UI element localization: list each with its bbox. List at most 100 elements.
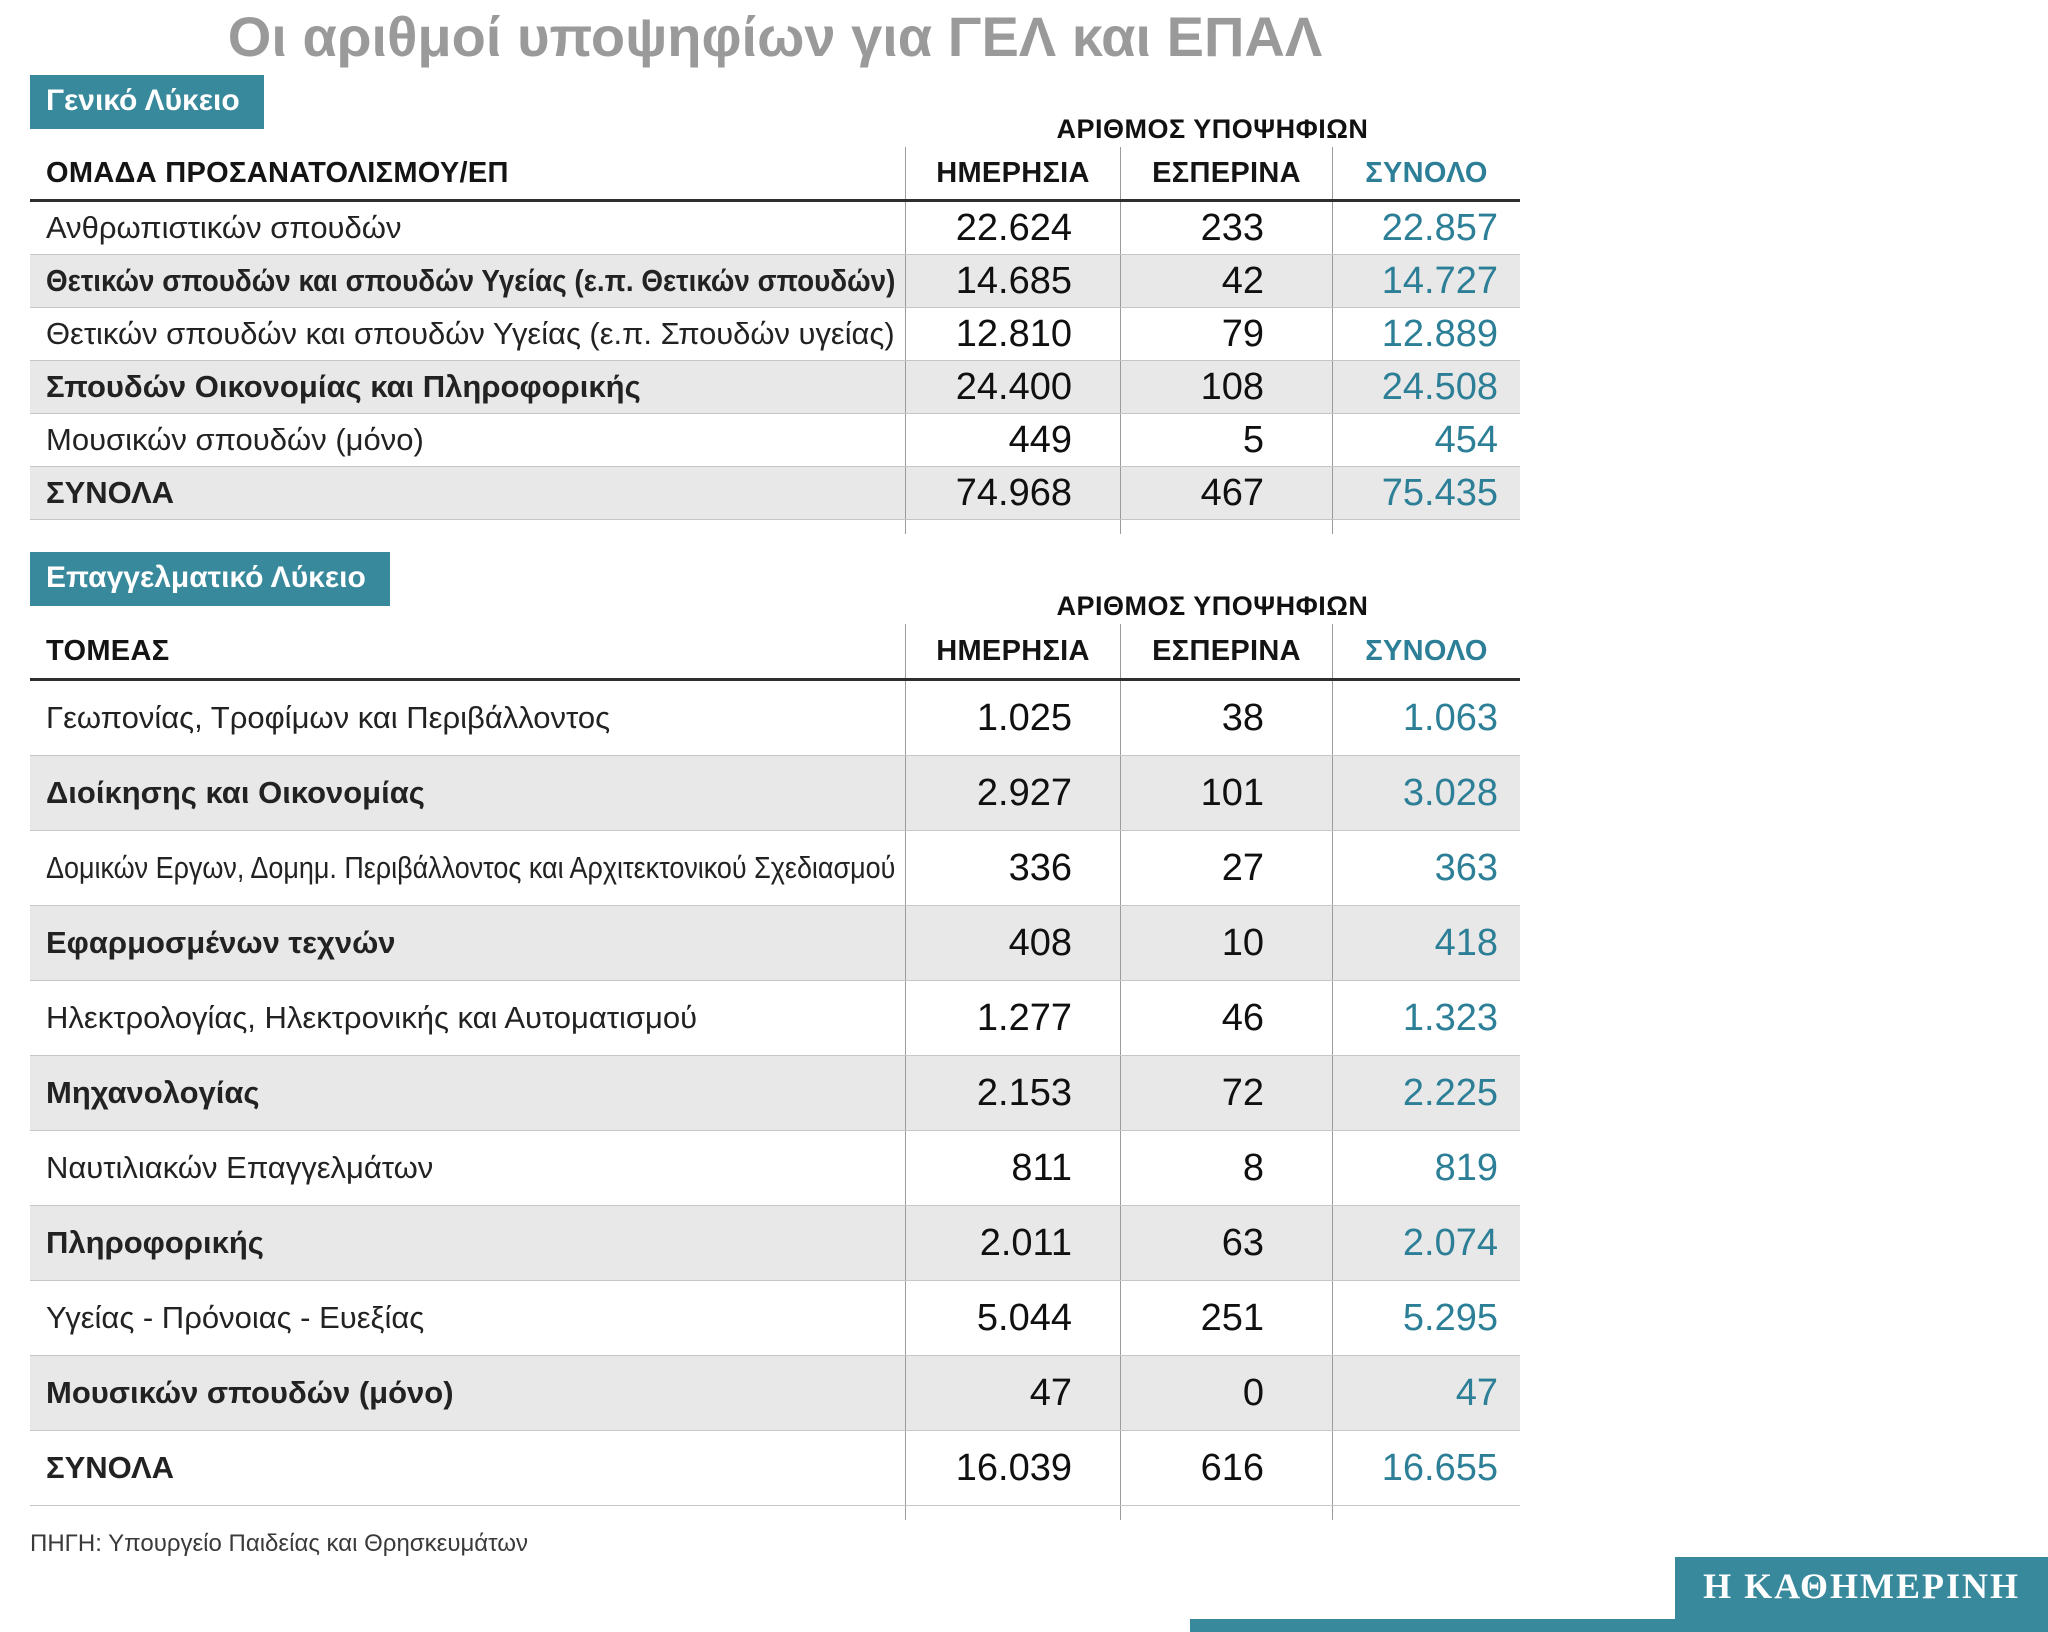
row-label: Θετικών σπουδών και σπουδών Υγείας (ε.π.… [30, 308, 905, 360]
cell-synolo: 5.295 [1332, 1281, 1520, 1355]
cell-synolo: 24.508 [1332, 361, 1520, 413]
column-header-esperina: ΕΣΠΕΡΙΝΑ [1120, 624, 1332, 678]
table-row: Θετικών σπουδών και σπουδών Υγείας (ε.π.… [30, 255, 1520, 308]
cell-imerisia: 336 [905, 831, 1120, 905]
column-header-imerisia: ΗΜΕΡΗΣΙΑ [905, 147, 1120, 199]
cell-imerisia: 14.685 [905, 255, 1120, 307]
table-section-1: Γενικό Λύκειο ΑΡΙΘΜΟΣ ΥΠΟΨΗΦΙΩΝ ΟΜΑΔΑ ΠΡ… [30, 75, 1520, 534]
candidates-header: ΑΡΙΘΜΟΣ ΥΠΟΨΗΦΙΩΝ [1056, 114, 1369, 144]
candidates-header: ΑΡΙΘΜΟΣ ΥΠΟΨΗΦΙΩΝ [1056, 591, 1369, 621]
row-label-text: Πληροφορικής [46, 1225, 264, 1260]
cell-imerisia: 1.025 [905, 681, 1120, 755]
row-label-text: ΣΥΝΟΛΑ [46, 475, 175, 510]
row-label-text: ΣΥΝΟΛΑ [46, 1450, 175, 1485]
table-section-2: Επαγγελματικό Λύκειο ΑΡΙΘΜΟΣ ΥΠΟΨΗΦΙΩΝ Τ… [30, 552, 1520, 1520]
cell-imerisia: 16.039 [905, 1431, 1120, 1505]
row-label-text: Ναυτιλιακών Επαγγελμάτων [46, 1150, 434, 1185]
row-label-text: Μουσικών σπουδών (μόνο) [46, 1375, 454, 1410]
section-head: Γενικό Λύκειο ΑΡΙΘΜΟΣ ΥΠΟΨΗΦΙΩΝ [30, 75, 1520, 147]
table-row: ΣΥΝΟΛΑ 16.039 616 16.655 [30, 1431, 1520, 1506]
table-row: Ανθρωπιστικών σπουδών 22.624 233 22.857 [30, 202, 1520, 255]
cell-synolo: 12.889 [1332, 308, 1520, 360]
cell-esperina: 108 [1120, 361, 1332, 413]
cell-esperina: 616 [1120, 1431, 1332, 1505]
cell-esperina: 38 [1120, 681, 1332, 755]
row-label: Ηλεκτρολογίας, Ηλεκτρονικής και Αυτοματι… [30, 981, 905, 1055]
row-label: Ναυτιλιακών Επαγγελμάτων [30, 1131, 905, 1205]
row-label: ΣΥΝΟΛΑ [30, 1431, 905, 1505]
table-badge: Επαγγελματικό Λύκειο [30, 552, 390, 606]
cell-imerisia: 2.927 [905, 756, 1120, 830]
cell-synolo: 454 [1332, 414, 1520, 466]
table-header-row: ΟΜΑΔΑ ΠΡΟΣΑΝΑΤΟΛΙΣΜΟΥ/ΕΠ ΗΜΕΡΗΣΙΑ ΕΣΠΕΡΙΝΑ… [30, 147, 1520, 202]
row-label-text: Μουσικών σπουδών (μόνο) [46, 422, 424, 457]
column-header-synolo: ΣΥΝΟΛΟ [1332, 624, 1520, 678]
column-rule [905, 520, 1120, 534]
table-row: ΣΥΝΟΛΑ 74.968 467 75.435 [30, 467, 1520, 520]
table-row: Μηχανολογίας 2.153 72 2.225 [30, 1056, 1520, 1131]
cell-esperina: 467 [1120, 467, 1332, 519]
cell-esperina: 72 [1120, 1056, 1332, 1130]
column-rule [1120, 520, 1332, 534]
section-head: Επαγγελματικό Λύκειο ΑΡΙΘΜΟΣ ΥΠΟΨΗΦΙΩΝ [30, 552, 1520, 624]
cell-imerisia: 24.400 [905, 361, 1120, 413]
row-label-text: Θετικών σπουδών και σπουδών Υγείας (ε.π.… [46, 263, 896, 298]
table-badge: Γενικό Λύκειο [30, 75, 264, 129]
column-header-synolo: ΣΥΝΟΛΟ [1332, 147, 1520, 199]
data-table: ΤΟΜΕΑΣ ΗΜΕΡΗΣΙΑ ΕΣΠΕΡΙΝΑ ΣΥΝΟΛΟ Γεωπονίας, Τ… [30, 624, 1520, 1520]
row-label-text: Ανθρωπιστικών σπουδών [46, 210, 402, 245]
row-label-text: Θετικών σπουδών και σπουδών Υγείας (ε.π.… [46, 316, 895, 351]
row-label-text: Σπουδών Οικονομίας και Πληροφορικής [46, 369, 641, 404]
cell-synolo: 47 [1332, 1356, 1520, 1430]
cell-esperina: 27 [1120, 831, 1332, 905]
cell-esperina: 8 [1120, 1131, 1332, 1205]
cell-imerisia: 811 [905, 1131, 1120, 1205]
table-row: Σπουδών Οικονομίας και Πληροφορικής 24.40… [30, 361, 1520, 414]
cell-synolo: 2.074 [1332, 1206, 1520, 1280]
cell-esperina: 63 [1120, 1206, 1332, 1280]
table-row: Μουσικών σπουδών (μόνο) 449 5 454 [30, 414, 1520, 467]
page-title: Οι αριθμοί υποψηφίων για ΓΕΛ και ΕΠΑΛ [227, 5, 1323, 68]
table-row: Ναυτιλιακών Επαγγελμάτων 811 8 819 [30, 1131, 1520, 1206]
table-header-row: ΤΟΜΕΑΣ ΗΜΕΡΗΣΙΑ ΕΣΠΕΡΙΝΑ ΣΥΝΟΛΟ [30, 624, 1520, 681]
cell-esperina: 251 [1120, 1281, 1332, 1355]
row-label-text: Μηχανολογίας [46, 1075, 260, 1110]
table-row: Πληροφορικής 2.011 63 2.074 [30, 1206, 1520, 1281]
cell-imerisia: 12.810 [905, 308, 1120, 360]
row-label-text: Διοίκησης και Οικονομίας [46, 775, 425, 810]
column-rule [905, 1506, 1120, 1520]
cell-imerisia: 5.044 [905, 1281, 1120, 1355]
row-label: Γεωπονίας, Τροφίμων και Περιβάλλοντος [30, 681, 905, 755]
cell-esperina: 10 [1120, 906, 1332, 980]
column-rule [1332, 1506, 1520, 1520]
column-rule [30, 1506, 905, 1520]
row-label: Μουσικών σπουδών (μόνο) [30, 414, 905, 466]
source-note: ΠΗΓΗ: Υπουργείο Παιδείας και Θρησκευμάτω… [30, 1530, 529, 1557]
cell-esperina: 0 [1120, 1356, 1332, 1430]
cell-imerisia: 2.153 [905, 1056, 1120, 1130]
row-label: Δομικών Εργων, Δομημ. Περιβάλλοντος και … [30, 831, 905, 905]
row-label: ΣΥΝΟΛΑ [30, 467, 905, 519]
cell-imerisia: 74.968 [905, 467, 1120, 519]
cell-esperina: 46 [1120, 981, 1332, 1055]
column-rules-extension [30, 1506, 1520, 1520]
cell-esperina: 5 [1120, 414, 1332, 466]
column-header-esperina: ΕΣΠΕΡΙΝΑ [1120, 147, 1332, 199]
table-row: Δομικών Εργων, Δομημ. Περιβάλλοντος και … [30, 831, 1520, 906]
cell-synolo: 1.063 [1332, 681, 1520, 755]
cell-imerisia: 449 [905, 414, 1120, 466]
row-label-text: Ηλεκτρολογίας, Ηλεκτρονικής και Αυτοματι… [46, 1000, 698, 1035]
column-rules-extension [30, 520, 1520, 534]
cell-synolo: 14.727 [1332, 255, 1520, 307]
table-row: Διοίκησης και Οικονομίας 2.927 101 3.028 [30, 756, 1520, 831]
row-label: Ανθρωπιστικών σπουδών [30, 202, 905, 254]
cell-imerisia: 22.624 [905, 202, 1120, 254]
data-table: ΟΜΑΔΑ ΠΡΟΣΑΝΑΤΟΛΙΣΜΟΥ/ΕΠ ΗΜΕΡΗΣΙΑ ΕΣΠΕΡΙΝΑ… [30, 147, 1520, 534]
cell-imerisia: 47 [905, 1356, 1120, 1430]
cell-synolo: 363 [1332, 831, 1520, 905]
cell-esperina: 101 [1120, 756, 1332, 830]
cell-synolo: 22.857 [1332, 202, 1520, 254]
row-label: Διοίκησης και Οικονομίας [30, 756, 905, 830]
row-label-text: Εφαρμοσμένων τεχνών [46, 925, 396, 960]
